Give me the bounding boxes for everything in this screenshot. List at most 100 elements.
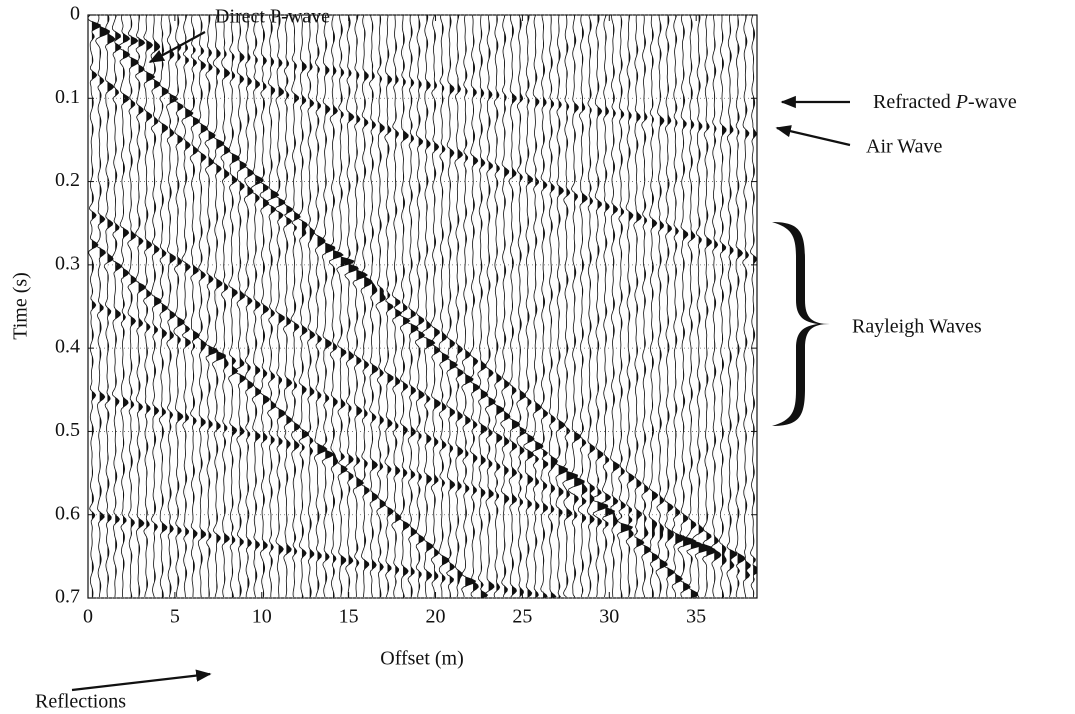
wiggle-trace <box>375 15 386 598</box>
wiggle-fill <box>667 15 674 598</box>
wiggle-fill <box>317 15 327 598</box>
wiggle-trace <box>421 15 436 598</box>
x-tick-label: 0 <box>83 606 93 628</box>
wiggle-trace <box>220 15 231 598</box>
wiggle-trace <box>336 15 355 598</box>
wiggle-trace <box>405 15 419 598</box>
wiggle-trace <box>568 15 585 598</box>
wiggle-trace <box>352 15 368 598</box>
y-tick-label: 0.4 <box>55 336 80 358</box>
wiggle-trace <box>103 15 116 598</box>
wiggle-trace <box>655 15 668 598</box>
annotation-refracted: Refracted P-wave <box>873 91 1017 113</box>
y-tick-label: 0.6 <box>55 502 80 524</box>
wiggle-trace <box>243 15 255 597</box>
wiggle-trace <box>523 15 535 598</box>
wiggle-fill <box>216 15 226 598</box>
wiggle-fill <box>504 15 511 598</box>
wiggle-trace <box>228 15 240 598</box>
wiggle-trace <box>461 15 477 598</box>
x-tick-label: 25 <box>512 606 532 628</box>
wiggle-fill <box>574 15 585 598</box>
wiggle-trace <box>118 15 131 598</box>
text-part: Refracted <box>873 91 956 113</box>
wiggle-fill <box>387 15 394 598</box>
wiggle-trace <box>88 15 101 598</box>
y-axis-label: Time (s) <box>10 272 32 340</box>
wiggle-trace <box>548 15 558 598</box>
wiggle-fill <box>138 15 146 598</box>
wiggle-trace <box>438 15 450 598</box>
wiggle-trace <box>686 15 703 598</box>
wiggle-trace <box>710 15 722 598</box>
wiggle-trace <box>384 15 394 598</box>
wiggle-trace <box>492 15 505 598</box>
wiggle-trace <box>158 15 170 597</box>
wiggle-fill <box>379 15 386 598</box>
x-tick-label: 35 <box>686 606 706 628</box>
x-tick-label: 10 <box>252 606 272 628</box>
wiggle-trace <box>718 15 727 598</box>
wiggle-trace <box>369 15 379 598</box>
annotation-direct: Direct P-wave <box>215 6 330 28</box>
annotation-reflections: Reflections <box>35 691 126 713</box>
arrow <box>148 31 206 63</box>
wiggle-fill <box>239 15 247 598</box>
wiggle-trace <box>633 15 645 597</box>
wiggle-fill <box>99 15 110 598</box>
wiggle-trace <box>484 15 496 598</box>
y-tick-label: 0.1 <box>55 86 80 108</box>
wiggle-trace <box>142 15 156 598</box>
wiggle-trace <box>610 15 620 598</box>
wiggle-fill <box>714 15 721 598</box>
wiggle-trace <box>328 15 344 598</box>
wiggle-trace <box>648 15 660 598</box>
wiggle-trace <box>181 15 194 598</box>
wiggle-fill <box>270 15 279 598</box>
wiggle-fill <box>721 15 727 598</box>
wiggle-trace <box>290 15 301 598</box>
wiggle-fill <box>449 15 458 598</box>
wiggle-fill <box>729 15 737 598</box>
y-tick-label: 0.2 <box>55 169 80 191</box>
wiggle-fill <box>589 15 595 598</box>
wiggle-trace <box>391 15 403 598</box>
wiggle-trace <box>735 15 746 598</box>
wiggle-fill <box>348 15 359 598</box>
wiggle-fill <box>208 15 218 598</box>
arrow <box>71 669 212 692</box>
wiggle-trace <box>749 15 757 598</box>
y-tick-label: 0.5 <box>55 419 80 441</box>
wiggle-trace <box>150 15 162 598</box>
y-tick-label: 0.3 <box>55 252 80 274</box>
wiggle-trace <box>692 15 712 598</box>
wiggle-trace <box>586 15 596 598</box>
x-tick-label: 20 <box>426 606 446 628</box>
wiggle-trace <box>539 15 549 598</box>
wiggle-trace <box>616 15 634 598</box>
wiggle-trace <box>313 15 328 598</box>
wiggle-fill <box>340 15 354 598</box>
x-tick-label: 15 <box>339 606 359 628</box>
wiggle-trace <box>204 15 219 598</box>
y-tick-label: 0 <box>70 3 80 25</box>
wiggle-trace <box>726 15 738 598</box>
wiggle-trace <box>360 15 373 597</box>
wiggle-trace <box>127 15 139 598</box>
wiggle-fill <box>325 15 335 598</box>
wiggle-trace <box>477 15 489 598</box>
wiggle-fill <box>473 15 480 598</box>
wiggle-trace <box>554 15 569 598</box>
wiggle-fill <box>247 15 254 598</box>
wiggle-trace <box>259 15 271 598</box>
wiggle-fill <box>91 15 101 598</box>
wiggle-fill <box>457 15 464 598</box>
wiggle-trace <box>640 15 652 598</box>
wiggle-trace <box>166 15 179 598</box>
wiggle-fill <box>683 15 696 598</box>
wiggle-fill <box>200 15 208 598</box>
wiggle-fill <box>286 15 293 598</box>
wiggle-trace <box>702 15 717 598</box>
